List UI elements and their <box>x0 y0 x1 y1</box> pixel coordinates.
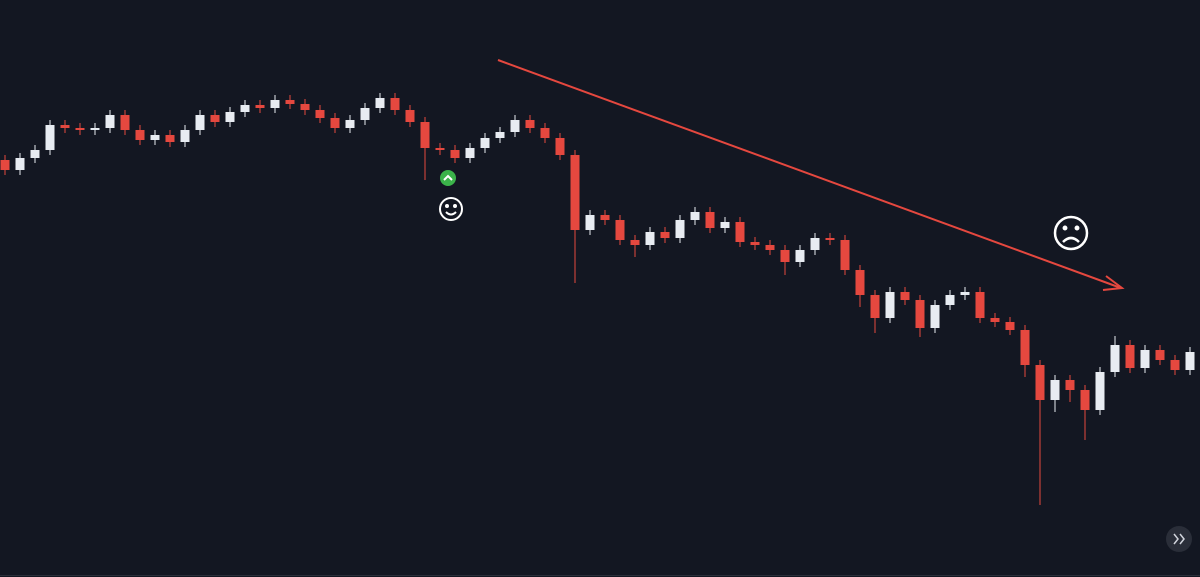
candle-body <box>585 215 595 230</box>
candle-body <box>75 128 85 130</box>
trend-arrow <box>497 59 1125 291</box>
candle-body <box>375 98 385 108</box>
candle-body <box>1005 322 1015 330</box>
candle-body <box>960 292 970 295</box>
candle-body <box>150 135 160 140</box>
candle-body <box>225 112 235 122</box>
buy-marker <box>440 170 456 186</box>
candle-body <box>735 222 745 242</box>
happy-face-icon <box>439 197 463 221</box>
candle-body <box>180 130 190 142</box>
candle-body <box>1095 372 1105 410</box>
candle-body <box>630 240 640 245</box>
candle-body <box>240 105 250 112</box>
candle-body <box>495 132 505 138</box>
candle-body <box>765 245 775 250</box>
candle-body <box>795 250 805 262</box>
candle-body <box>555 138 565 155</box>
candle-body <box>705 212 715 228</box>
candle-body <box>1140 350 1150 368</box>
candle-body <box>1170 360 1180 370</box>
candle-body <box>345 120 355 128</box>
candle-body <box>1110 345 1120 372</box>
candle-body <box>1185 352 1195 370</box>
candle-body <box>60 125 70 128</box>
candle-body <box>270 100 280 108</box>
candle-body <box>465 148 475 158</box>
candle-body <box>1050 380 1060 400</box>
candle-body <box>975 292 985 318</box>
candle-body <box>1035 365 1045 400</box>
candle-body <box>600 215 610 220</box>
candle-body <box>90 128 100 130</box>
candle-body <box>690 212 700 220</box>
candle-body <box>165 135 175 142</box>
candle-body <box>330 118 340 128</box>
candle-body <box>1065 380 1075 390</box>
sad-face-icon <box>1053 215 1089 251</box>
candle-body <box>45 125 55 150</box>
candle-body <box>195 115 205 130</box>
candle-body <box>945 295 955 305</box>
candle-body <box>915 300 925 328</box>
candle-body <box>900 292 910 300</box>
candle-body <box>810 238 820 250</box>
candle-body <box>540 128 550 138</box>
candle-body <box>300 104 310 110</box>
candle-body <box>510 120 520 132</box>
candle-body <box>435 148 445 150</box>
candle-body <box>750 242 760 245</box>
candle-body <box>285 100 295 104</box>
candle-body <box>660 232 670 238</box>
candle-body <box>420 122 430 148</box>
candle-body <box>525 120 535 128</box>
candle-body <box>885 292 895 318</box>
candle-body <box>1020 330 1030 365</box>
candle-body <box>1080 390 1090 410</box>
candle-body <box>480 138 490 148</box>
candle-body <box>0 160 10 170</box>
candle-body <box>405 110 415 122</box>
candle-body <box>315 110 325 118</box>
candle-body <box>645 232 655 245</box>
candle-body <box>615 220 625 240</box>
candle-body <box>780 250 790 262</box>
candle-body <box>135 130 145 140</box>
candle-body <box>570 155 580 230</box>
candle-body <box>990 318 1000 322</box>
candle-body <box>855 270 865 295</box>
candle-body <box>255 105 265 108</box>
candle-body <box>870 295 880 318</box>
candle-body <box>15 158 25 170</box>
candle-body <box>390 98 400 110</box>
candle-body <box>675 220 685 238</box>
candle-body <box>210 115 220 122</box>
candle-body <box>360 108 370 120</box>
candles <box>0 93 1195 505</box>
candle-body <box>1125 345 1135 368</box>
candle-body <box>30 150 40 158</box>
candle-body <box>120 115 130 130</box>
candle-body <box>825 238 835 240</box>
candle-body <box>840 240 850 270</box>
candle-body <box>720 222 730 228</box>
scroll-to-latest-button[interactable] <box>1166 526 1192 552</box>
candle-body <box>105 115 115 128</box>
candle-body <box>450 150 460 158</box>
candle-body <box>1155 350 1165 360</box>
candle-body <box>930 305 940 328</box>
